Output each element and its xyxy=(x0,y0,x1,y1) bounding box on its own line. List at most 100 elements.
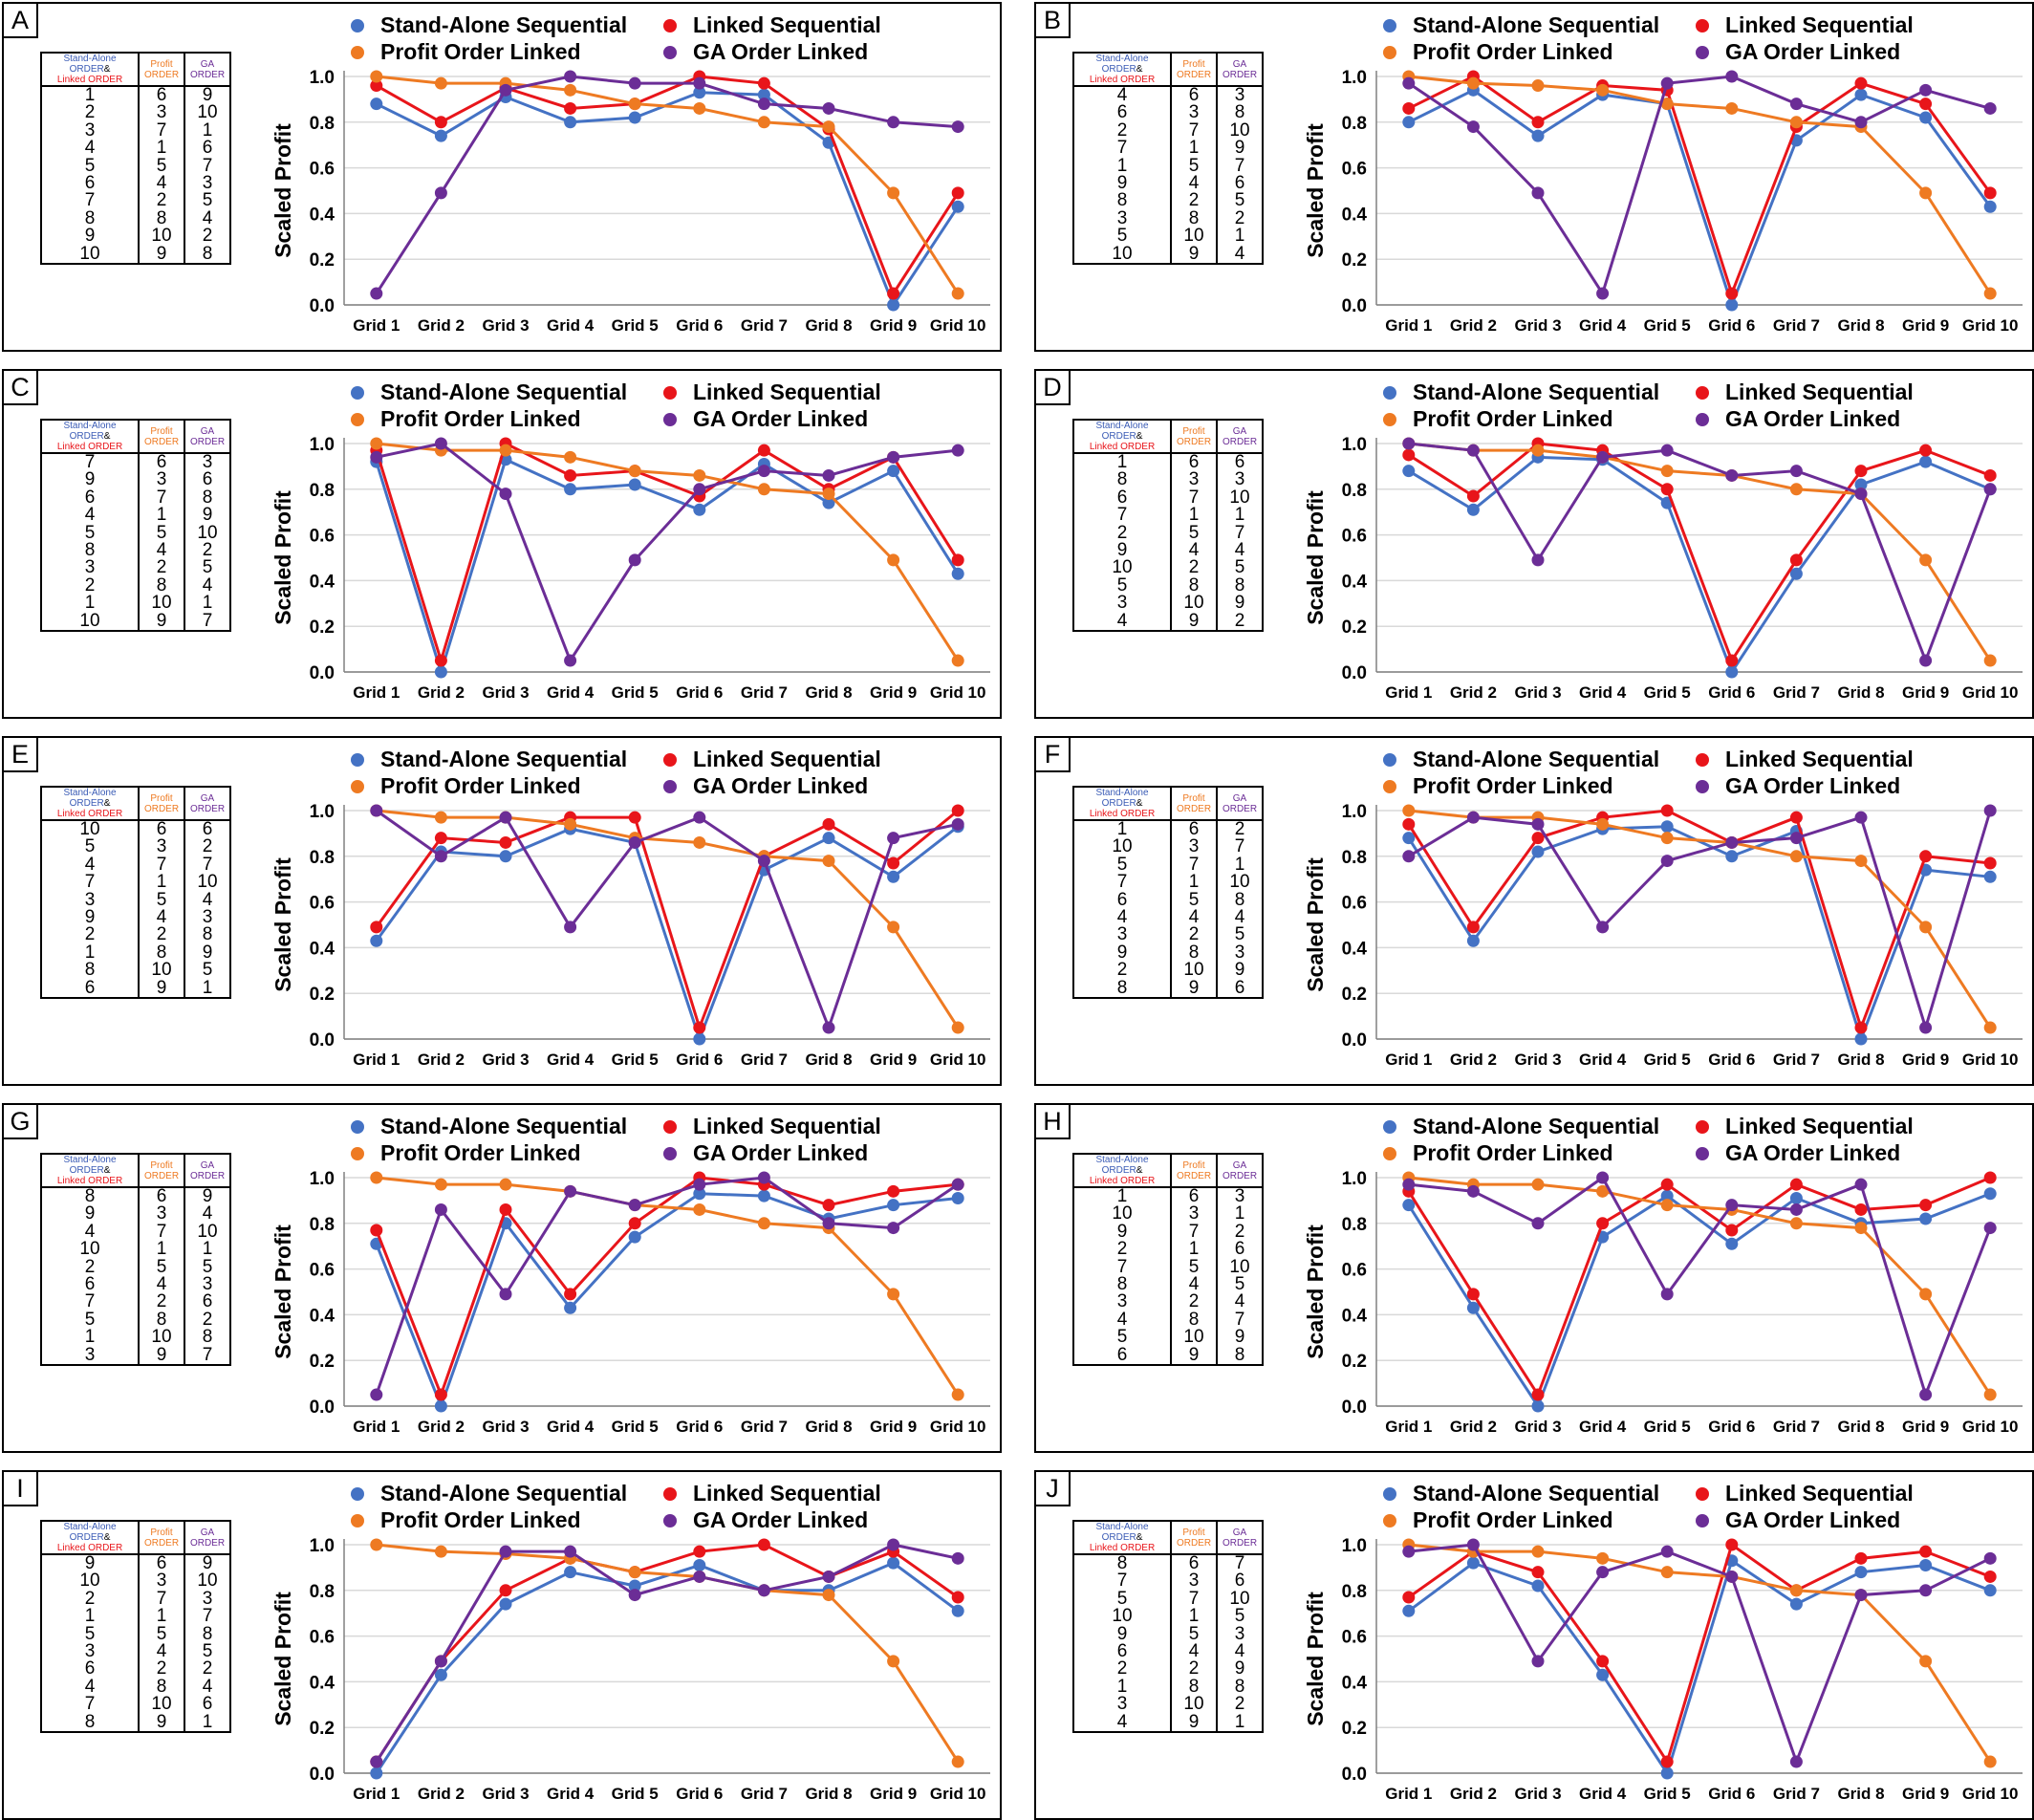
data-point xyxy=(1660,1189,1674,1202)
table-cell: 4 xyxy=(1170,541,1218,560)
table-cell: 8 xyxy=(184,1328,231,1347)
table-cell: 10 xyxy=(1072,558,1172,577)
table-cell: 5 xyxy=(184,558,231,577)
x-tick-label: Grid 1 xyxy=(353,316,400,335)
x-tick-label: Grid 3 xyxy=(1514,316,1561,335)
data-point xyxy=(564,654,577,667)
table-cell: 1 xyxy=(184,1240,231,1259)
data-point xyxy=(1919,444,1933,457)
series-line xyxy=(1408,442,1992,661)
y-tick-label: 0.2 xyxy=(310,250,335,271)
table-cell: 9 xyxy=(1072,541,1172,560)
data-point xyxy=(499,811,512,824)
table-cell: 8 xyxy=(1170,1311,1218,1330)
legend-label: GA Order Linked xyxy=(693,406,868,431)
table-cell: 7 xyxy=(1072,1257,1172,1277)
data-point xyxy=(370,98,383,111)
data-point xyxy=(1983,856,1997,870)
table-cell: 3 xyxy=(1170,103,1218,122)
legend-label: Linked Sequential xyxy=(693,747,881,771)
data-point xyxy=(1919,921,1933,934)
line-chart: 0.0 0.2 0.4 0.6 0.8 1.0 Grid 1 Grid 2 Grid 3 Grid… xyxy=(270,747,990,1069)
data-point xyxy=(757,1217,770,1230)
y-axis-label: Scaled Profit xyxy=(1303,857,1328,992)
x-tick-label: Grid 3 xyxy=(482,316,529,335)
table-cell: 4 xyxy=(1216,244,1264,265)
order-header-ga: GA ORDER xyxy=(1216,53,1264,87)
legend-marker xyxy=(351,19,364,32)
data-point xyxy=(1660,1288,1674,1301)
data-point xyxy=(1466,1288,1480,1301)
table-cell: 7 xyxy=(138,1590,185,1609)
data-point xyxy=(1466,503,1480,516)
series-line xyxy=(375,1192,959,1411)
header-standalone-text: Stand-Alone ORDER xyxy=(1095,1522,1149,1543)
table-cell: 5 xyxy=(1072,856,1172,875)
table-cell: 9 xyxy=(138,1712,185,1733)
table-cell: 5 xyxy=(40,837,140,856)
table-cell: 3 xyxy=(1072,1292,1172,1311)
table-cell: 8 xyxy=(1216,103,1264,122)
table-cell: 8 xyxy=(1170,943,1218,963)
table-cell: 10 xyxy=(138,1695,185,1714)
legend-label: GA Order Linked xyxy=(1725,773,1900,798)
data-point xyxy=(1919,1212,1933,1225)
data-point xyxy=(564,817,577,831)
data-point xyxy=(628,553,641,567)
series-line xyxy=(1408,1176,1992,1396)
data-point xyxy=(887,186,900,200)
table-cell: 7 xyxy=(1216,523,1264,543)
data-point xyxy=(822,101,835,115)
data-point xyxy=(1466,444,1480,457)
table-cell: 10 xyxy=(1216,488,1264,508)
table-cell: 1 xyxy=(1216,1204,1264,1224)
table-cell: 10 xyxy=(1170,1328,1218,1347)
legend-marker xyxy=(351,1514,364,1528)
data-point xyxy=(693,1021,706,1034)
data-point xyxy=(1531,1388,1545,1401)
data-point xyxy=(887,1655,900,1668)
table-cell: 6 xyxy=(1170,1187,1218,1206)
legend-marker xyxy=(1696,753,1709,767)
data-point xyxy=(1983,1388,1997,1401)
x-tick-label: Grid 8 xyxy=(805,1418,852,1436)
data-point xyxy=(951,1604,964,1617)
table-cell: 5 xyxy=(1170,523,1218,543)
table-cell: 1 xyxy=(184,1712,231,1733)
data-point xyxy=(434,665,447,679)
legend-label: GA Order Linked xyxy=(693,39,868,64)
table-cell: 7 xyxy=(40,1695,140,1714)
chart-panel-i: I Stand-Alone ORDER& Linked ORDER Profit ORD… xyxy=(2,1470,1002,1820)
table-cell: 2 xyxy=(1216,820,1264,839)
data-point xyxy=(1660,98,1674,111)
data-point xyxy=(1854,1202,1868,1216)
table-cell: 1 xyxy=(1072,1678,1172,1697)
data-point xyxy=(1919,1388,1933,1401)
data-point xyxy=(1531,129,1545,142)
table-cell: 4 xyxy=(1216,908,1264,927)
header-ga-text: GA xyxy=(1232,1527,1247,1538)
legend-label: GA Order Linked xyxy=(693,773,868,798)
legend-label: GA Order Linked xyxy=(693,1507,868,1532)
legend-label: Stand-Alone Sequential xyxy=(1413,747,1659,771)
legend-label: Stand-Alone Sequential xyxy=(380,12,627,37)
table-cell: 7 xyxy=(1170,1223,1218,1242)
data-point xyxy=(434,186,447,200)
y-tick-label: 0.4 xyxy=(310,1306,335,1326)
table-cell: 6 xyxy=(184,1695,231,1714)
table-cell: 8 xyxy=(40,1712,140,1733)
x-tick-label: Grid 3 xyxy=(1514,683,1561,702)
data-point xyxy=(1919,1559,1933,1572)
table-cell: 4 xyxy=(1216,541,1264,560)
legend-label: Linked Sequential xyxy=(1725,1114,1914,1138)
data-point xyxy=(1983,287,1997,300)
data-point xyxy=(822,496,835,509)
header-profit-text: Profit xyxy=(150,425,173,437)
data-point xyxy=(1531,1579,1545,1592)
